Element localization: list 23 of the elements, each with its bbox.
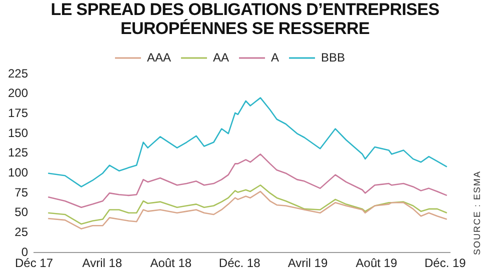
y-tick-label: 175 — [8, 106, 28, 120]
y-tick-label: 100 — [8, 166, 28, 180]
y-tick-label: 200 — [8, 86, 28, 100]
legend-label: A — [271, 50, 280, 64]
x-tick-label: Déc. 19 — [424, 256, 466, 270]
x-tick-label: Déc. 18 — [218, 256, 261, 270]
y-tick-label: 125 — [8, 146, 28, 160]
legend-label: AAA — [146, 50, 171, 64]
x-tick-label: Août 18 — [150, 256, 192, 270]
source-note: SOURCE : ESMA — [472, 169, 483, 255]
y-tick-label: 0 — [21, 244, 28, 259]
y-tick-label: 50 — [14, 205, 28, 220]
y-tick-label: 25 — [14, 225, 28, 240]
x-tick-label: Déc 17 — [15, 256, 54, 270]
y-tick-label: 75 — [14, 185, 28, 200]
x-tick-label: Août 19 — [356, 256, 398, 270]
legend-label: BBB — [321, 50, 346, 64]
legend-label: AA — [212, 50, 230, 64]
x-tick-label: Avril 19 — [288, 256, 328, 270]
y-tick-label: 225 — [8, 66, 28, 80]
chart-title: LE SPREAD DES OBLIGATIONS D’ENTREPRISES EUROPÉENNES SE RESSERRE — [50, 0, 440, 40]
y-tick-label: 150 — [8, 126, 28, 140]
x-tick-label: Avril 18 — [82, 256, 122, 270]
